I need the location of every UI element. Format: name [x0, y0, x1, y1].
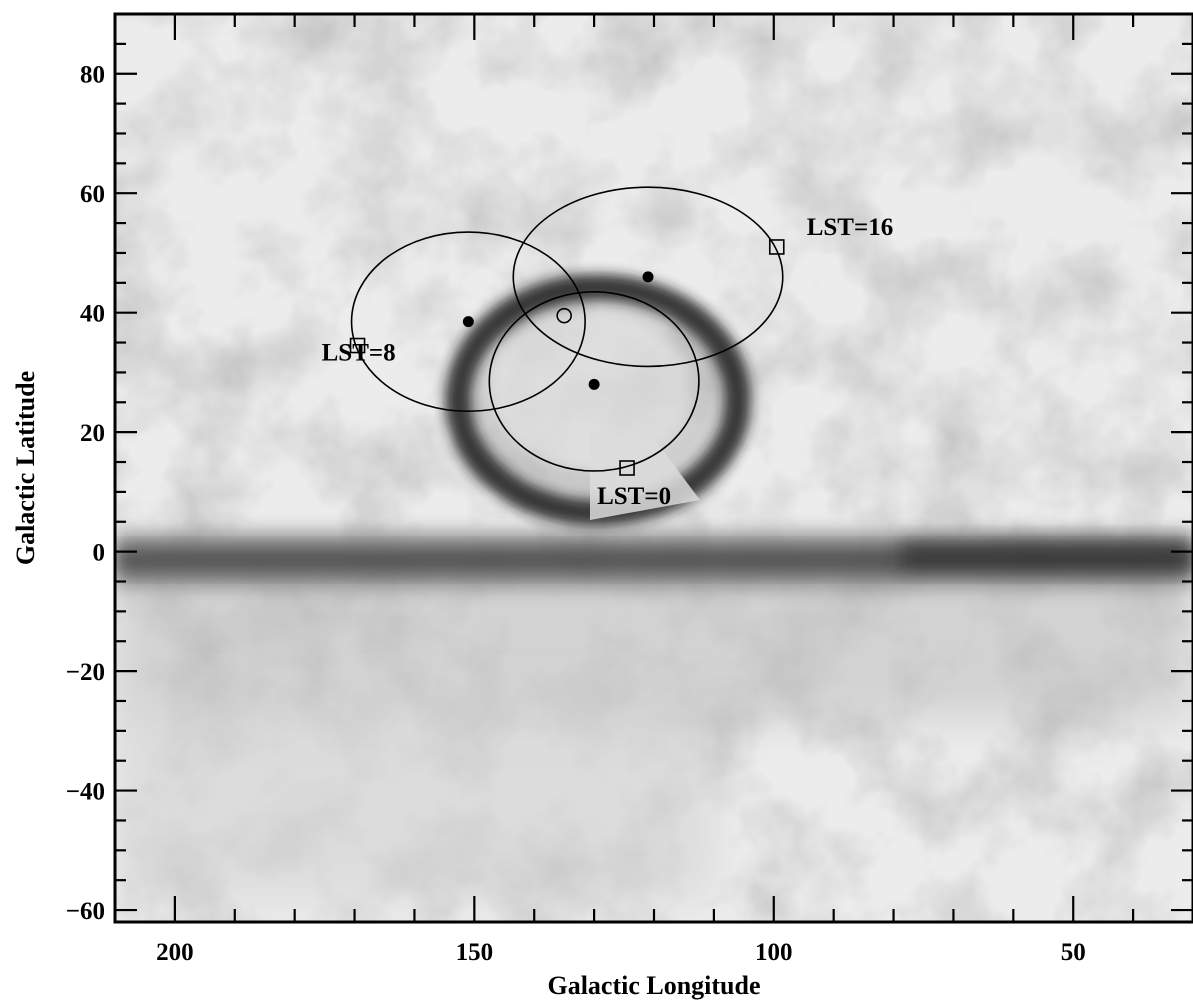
- y-tick-label: 60: [80, 181, 105, 208]
- y-tick-label: −40: [66, 779, 105, 806]
- x-tick-label: 200: [156, 939, 194, 966]
- y-tick-label: 20: [80, 420, 105, 447]
- annotation-label-1: LST=16: [807, 214, 894, 241]
- y-tick-label: −20: [66, 659, 105, 686]
- annotation-label-2: LST=0: [597, 483, 671, 510]
- beam-center-dot-0: [462, 316, 474, 328]
- sky-background: [115, 14, 1193, 922]
- pointing-square-0: [349, 337, 366, 354]
- y-tick-label: 80: [80, 62, 105, 89]
- y-tick-label: 40: [80, 301, 105, 328]
- annotations-layer: LST=8 LST=16 LST=0: [322, 214, 894, 510]
- y-tick-label: 0: [93, 540, 106, 567]
- x-tick-label: 150: [456, 939, 494, 966]
- beam-ellipse-0: [350, 231, 586, 413]
- x-tick-label: 50: [1061, 939, 1086, 966]
- open-circle-marker: [556, 307, 572, 324]
- pointing-square-1: [768, 239, 785, 255]
- annotation-label-0: LST=8: [322, 339, 396, 366]
- y-tick-label: −60: [66, 898, 105, 925]
- beam-center-dot-1: [642, 271, 654, 283]
- axis-ticks: [115, 12, 1193, 922]
- beam-center-dot-2: [588, 378, 600, 390]
- overlay-layer: [349, 186, 785, 476]
- beam-ellipse-1: [512, 186, 784, 368]
- x-axis-title: Galactic Longitude: [547, 971, 760, 1000]
- beam-ellipse-2: [488, 290, 700, 472]
- pointing-square-2: [619, 460, 635, 476]
- x-tick-label: 100: [755, 939, 793, 966]
- y-axis-title: Galactic Latitude: [11, 371, 40, 565]
